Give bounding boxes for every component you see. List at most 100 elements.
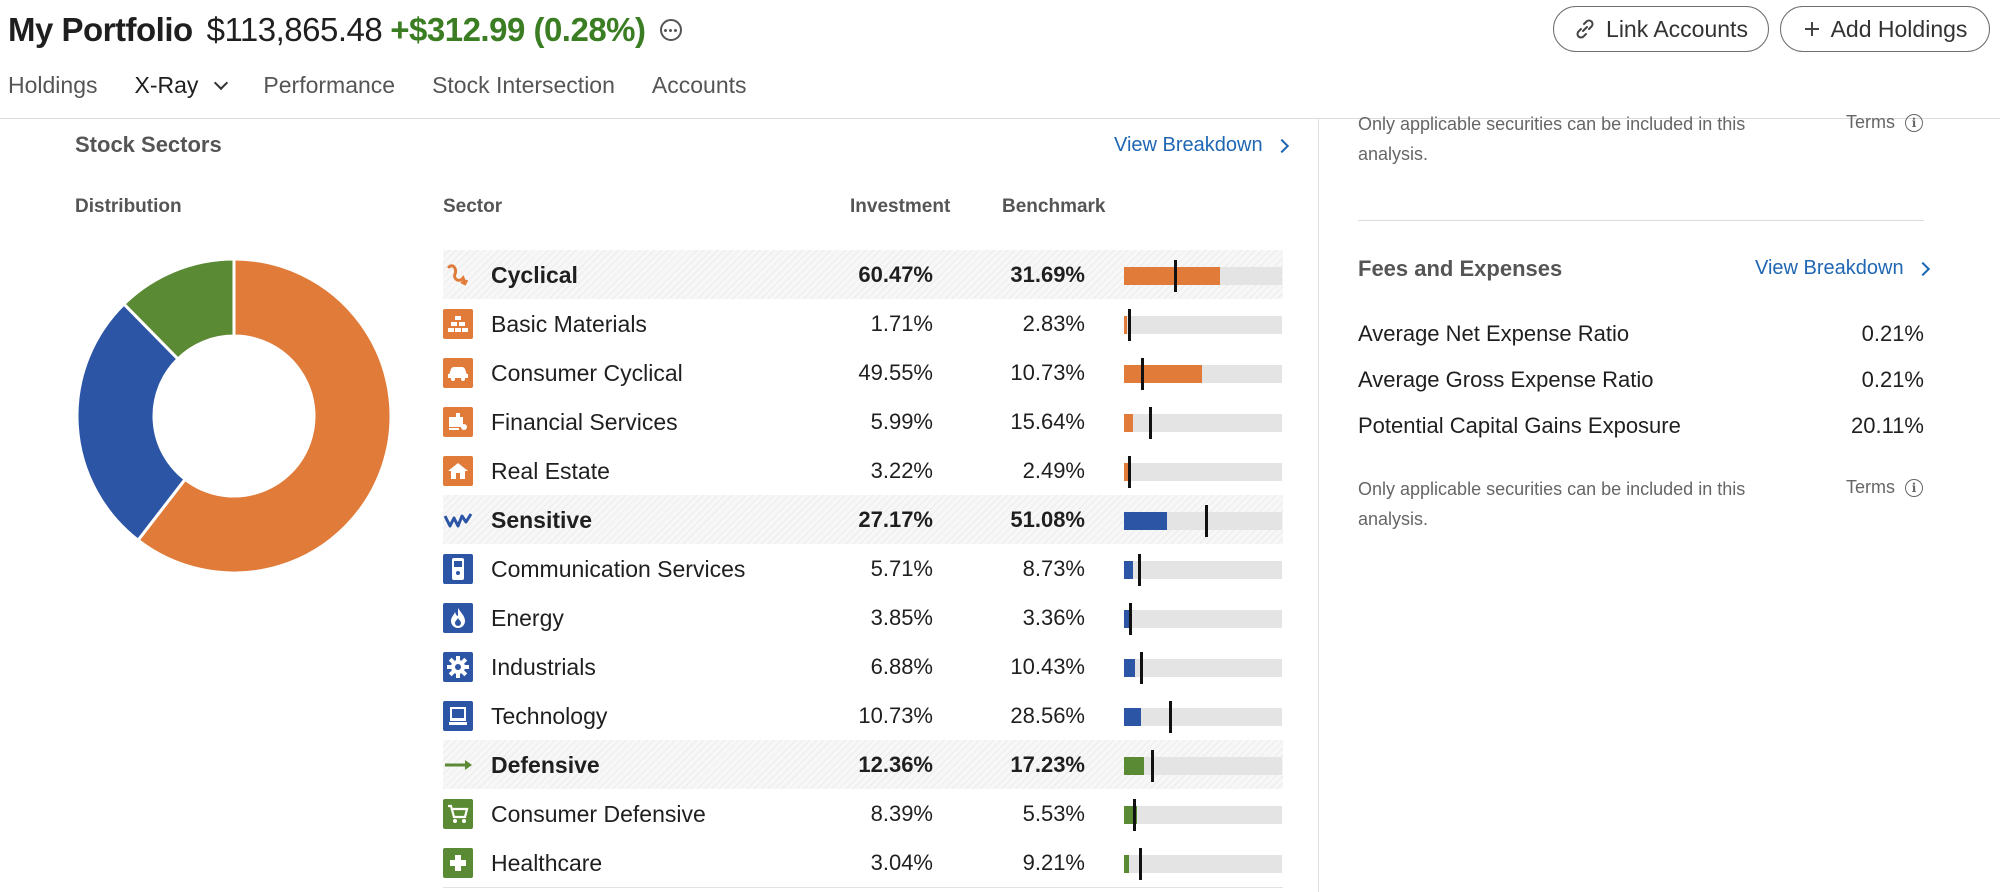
sector-benchmark: 17.23% bbox=[1010, 752, 1085, 777]
tab-stock-intersection[interactable]: Stock Intersection bbox=[432, 72, 615, 99]
sector-name: Energy bbox=[491, 605, 564, 631]
sector-row: Energy 3.85% 3.36% bbox=[443, 593, 1283, 643]
tab-accounts[interactable]: Accounts bbox=[652, 72, 747, 99]
sector-benchmark: 8.73% bbox=[1022, 556, 1085, 581]
sector-row: Financial Services 5.99% 15.64% bbox=[443, 397, 1283, 447]
fee-label: Average Gross Expense Ratio bbox=[1358, 367, 1654, 392]
sector-name: Basic Materials bbox=[491, 311, 647, 337]
investment-bar-fill bbox=[1124, 414, 1134, 432]
investment-bar-fill bbox=[1124, 267, 1220, 285]
investment-bar-fill bbox=[1124, 708, 1141, 726]
benchmark-marker bbox=[1204, 505, 1208, 537]
sector-name: Financial Services bbox=[491, 409, 678, 435]
link-accounts-label: Link Accounts bbox=[1606, 15, 1748, 42]
benchmark-marker bbox=[1127, 456, 1131, 488]
sector-investment: 3.85% bbox=[870, 605, 933, 630]
stock-sectors-view-breakdown-link[interactable]: View Breakdown bbox=[1114, 134, 1289, 157]
sector-row: Healthcare 3.04% 9.21% bbox=[443, 838, 1283, 888]
terms-link-top[interactable]: Terms i bbox=[1846, 112, 1923, 133]
terms-link-bottom[interactable]: Terms i bbox=[1846, 477, 1923, 498]
fee-value: 0.21% bbox=[1861, 321, 1924, 346]
sector-benchmark: 3.36% bbox=[1022, 605, 1085, 630]
link-accounts-button[interactable]: Link Accounts bbox=[1553, 6, 1769, 52]
fee-label: Potential Capital Gains Exposure bbox=[1358, 413, 1681, 438]
sector-comparison-bar bbox=[1124, 848, 1282, 880]
phone-icon bbox=[443, 554, 473, 584]
sector-comparison-bar bbox=[1124, 554, 1282, 586]
benchmark-marker bbox=[1132, 799, 1136, 831]
applicable-securities-note-bottom: Only applicable securities can be includ… bbox=[1358, 479, 1746, 529]
fees-expenses-title: Fees and Expenses bbox=[1358, 256, 1563, 281]
sector-distribution-donut bbox=[76, 258, 393, 575]
sector-name: Healthcare bbox=[491, 850, 603, 876]
distribution-label: Distribution bbox=[75, 196, 182, 217]
benchmark-marker bbox=[1169, 701, 1173, 733]
sector-investment: 12.36% bbox=[858, 752, 933, 777]
sector-name: Sensitive bbox=[491, 507, 592, 533]
sector-name: Consumer Defensive bbox=[491, 801, 706, 827]
sector-benchmark: 51.08% bbox=[1010, 507, 1085, 532]
tab-stock-intersection-label: Stock Intersection bbox=[432, 72, 615, 98]
more-options-icon[interactable] bbox=[659, 19, 682, 41]
sector-comparison-bar bbox=[1124, 456, 1282, 488]
sector-investment: 3.04% bbox=[870, 850, 933, 875]
sector-row: Technology 10.73% 28.56% bbox=[443, 691, 1283, 741]
chevron-right-icon bbox=[1915, 261, 1930, 276]
sector-group-row: Sensitive 27.17% 51.08% bbox=[443, 495, 1283, 545]
sector-benchmark: 9.21% bbox=[1022, 850, 1085, 875]
sector-name: Cyclical bbox=[491, 262, 578, 288]
sector-comparison-bar bbox=[1124, 407, 1282, 439]
sector-benchmark: 15.64% bbox=[1010, 409, 1085, 434]
sector-name: Technology bbox=[491, 703, 608, 729]
benchmark-marker bbox=[1129, 603, 1133, 635]
defensive-arrow-icon bbox=[443, 750, 473, 780]
tab-performance-label: Performance bbox=[263, 72, 396, 98]
financial-services-icon bbox=[443, 407, 473, 437]
portfolio-tabs: Holdings X-Ray Performance Stock Interse… bbox=[8, 72, 784, 99]
sector-investment: 1.71% bbox=[870, 311, 933, 336]
fee-row: Average Net Expense Ratio 0.21% bbox=[1358, 313, 1924, 359]
investment-bar-fill bbox=[1124, 659, 1135, 677]
sector-investment: 8.39% bbox=[870, 801, 933, 826]
tab-accounts-label: Accounts bbox=[651, 72, 747, 98]
sector-comparison-bar bbox=[1124, 799, 1282, 831]
sector-name: Industrials bbox=[491, 654, 596, 680]
investment-bar-fill bbox=[1124, 757, 1144, 775]
benchmark-marker bbox=[1137, 554, 1141, 586]
sector-name: Real Estate bbox=[491, 458, 610, 484]
sector-investment: 10.73% bbox=[858, 703, 933, 728]
sector-comparison-bar bbox=[1124, 701, 1282, 733]
tab-holdings-label: Holdings bbox=[8, 72, 98, 98]
sector-comparison-bar bbox=[1124, 750, 1282, 782]
chevron-right-icon bbox=[1274, 138, 1289, 153]
tab-performance[interactable]: Performance bbox=[263, 72, 395, 99]
fee-label: Average Net Expense Ratio bbox=[1358, 321, 1630, 346]
sector-comparison-bar bbox=[1124, 358, 1282, 390]
investment-bar-fill bbox=[1124, 512, 1167, 530]
benchmark-marker bbox=[1148, 407, 1152, 439]
tab-holdings[interactable]: Holdings bbox=[8, 72, 98, 99]
basic-materials-icon bbox=[443, 309, 473, 339]
donut-slice-cyclical bbox=[135, 258, 393, 575]
benchmark-marker bbox=[1138, 848, 1142, 880]
portfolio-value: $113,865.48 bbox=[206, 11, 383, 48]
investment-bar-fill bbox=[1124, 610, 1131, 628]
sector-benchmark: 28.56% bbox=[1010, 703, 1085, 728]
add-holdings-label: Add Holdings bbox=[1830, 15, 1968, 42]
computer-icon bbox=[443, 701, 473, 731]
sector-investment: 3.22% bbox=[870, 458, 933, 483]
stock-sectors-title: Stock Sectors bbox=[75, 132, 222, 157]
medical-cross-icon bbox=[443, 848, 473, 878]
portfolio-title-row: My Portfolio $113,865.48 +$312.99 (0.28%… bbox=[8, 8, 682, 52]
benchmark-marker bbox=[1128, 309, 1132, 341]
benchmark-marker bbox=[1140, 652, 1144, 684]
add-holdings-button[interactable]: Add Holdings bbox=[1780, 6, 1990, 52]
tab-x-ray-label: X-Ray bbox=[134, 72, 199, 98]
benchmark-marker bbox=[1151, 750, 1155, 782]
sector-benchmark: 2.83% bbox=[1022, 311, 1085, 336]
tab-x-ray[interactable]: X-Ray bbox=[134, 72, 229, 99]
portfolio-change: +$312.99 (0.28%) bbox=[390, 11, 646, 48]
fees-view-breakdown-link[interactable]: View Breakdown bbox=[1755, 257, 1930, 280]
sector-benchmark: 10.43% bbox=[1010, 654, 1085, 679]
view-breakdown-label: View Breakdown bbox=[1114, 134, 1263, 156]
